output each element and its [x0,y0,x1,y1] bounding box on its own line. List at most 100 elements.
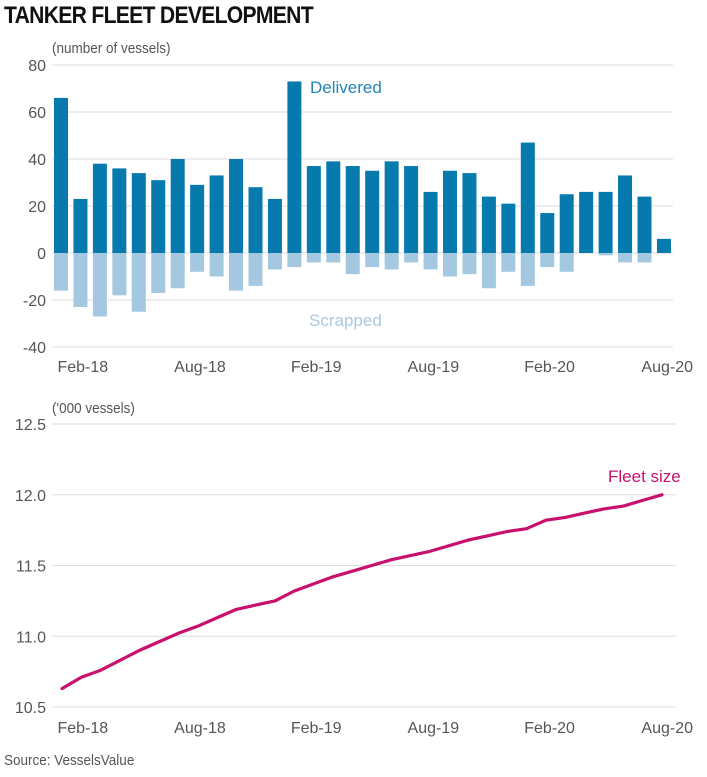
delivered-bar [306,166,321,253]
scrapped-bar [151,253,166,293]
delivered-bar [248,187,263,253]
delivered-bar [190,184,205,253]
chart-title: TANKER FLEET DEVELOPMENT [4,2,314,29]
line-chart-y-axis: 12.5 12.0 11.5 11.0 10.5 [15,417,46,717]
scrapped-bar [209,253,224,277]
scrapped-bar [267,253,282,270]
scrapped-bar [501,253,516,272]
delivered-bar [287,81,302,253]
delivered-bar [112,168,127,253]
x-tick-label: Aug-20 [641,359,693,376]
y-tick-label: 0 [37,246,46,263]
delivered-bar [579,191,594,253]
delivered-bar [540,213,555,253]
scrapped-bar [345,253,360,275]
delivered-bar [462,173,477,253]
bar-chart-bars [54,81,671,317]
y-tick-label: -20 [23,293,46,310]
scrapped-bar [618,253,633,263]
delivered-bar [501,203,516,253]
delivered-bar [656,238,671,253]
scrapped-bar [404,253,419,263]
scrapped-bar [112,253,127,296]
x-tick-label: Feb-20 [524,359,575,376]
x-tick-label: Aug-19 [408,720,460,737]
scrapped-bar [131,253,146,312]
delivered-bar [423,191,438,253]
fleet-size-series-label: Fleet size [608,467,681,486]
x-tick-label: Feb-19 [291,359,342,376]
delivered-bar [598,191,613,253]
scrapped-bar [384,253,399,270]
delivered-bar [345,166,360,253]
scrapped-bar [462,253,477,275]
y-tick-label: 11.5 [16,559,46,576]
scrapped-bar [540,253,555,268]
delivered-bar [326,161,341,253]
scrapped-bar [559,253,574,272]
scrapped-bar [306,253,321,263]
fleet-size-points [61,494,663,689]
x-tick-label: Aug-18 [174,359,226,376]
delivered-bar [520,142,535,253]
x-tick-label: Feb-18 [57,359,108,376]
scrapped-bar [229,253,244,291]
y-tick-label: 20 [28,199,46,216]
y-tick-label: 60 [28,105,46,122]
scrapped-bar [190,253,205,272]
y-tick-label: -40 [23,340,46,357]
x-tick-label: Aug-20 [641,720,693,737]
delivered-bar [618,175,633,253]
delivered-bar [151,180,166,253]
fleet-size-line [60,493,664,691]
x-tick-label: Feb-18 [57,720,108,737]
y-tick-label: 40 [28,152,46,169]
scrapped-bar [365,253,380,268]
y-tick-label: 80 [28,58,46,75]
delivered-bar [365,170,380,253]
scrapped-bar [92,253,107,317]
scrapped-bar [54,253,68,291]
delivered-bar [209,175,224,253]
line-chart-x-axis: Feb-18 Aug-18 Feb-19 Aug-19 Feb-20 Aug-20 [57,720,693,737]
delivered-bar [92,163,107,253]
line-chart-unit-label: ('000 vessels) [52,400,135,417]
scrapped-bar [481,253,496,289]
scrapped-bar [423,253,438,270]
scrapped-bar [443,253,457,277]
delivered-bar [73,198,88,253]
bar-chart-x-axis: Feb-18 Aug-18 Feb-19 Aug-19 Feb-20 Aug-20 [57,359,693,376]
scrapped-bar [326,253,341,263]
y-tick-label: 10.5 [15,700,46,717]
scrapped-bar [520,253,535,286]
scrapped-series-label: Scrapped [309,311,382,330]
bar-chart-unit-label: (number of vessels) [52,40,171,57]
delivered-bar [54,97,68,254]
delivered-bar [170,159,185,253]
x-tick-label: Feb-19 [291,720,342,737]
scrapped-bar [73,253,88,308]
x-tick-label: Feb-20 [524,720,575,737]
line-chart-gridlines [52,423,676,708]
y-tick-label: 12.0 [15,488,46,505]
scrapped-bar [248,253,263,286]
delivered-bar [404,166,419,253]
delivered-bar [131,173,146,253]
delivered-bar [637,196,652,253]
y-tick-label: 12.5 [15,417,46,434]
scrapped-bar [637,253,652,263]
delivered-bar [229,159,244,253]
y-tick-label: 11.0 [16,629,46,646]
delivered-bar [443,170,457,253]
x-tick-label: Aug-19 [408,359,460,376]
scrapped-bar [287,253,302,268]
scrapped-bar [170,253,185,289]
delivered-series-label: Delivered [310,78,382,97]
x-tick-label: Aug-18 [174,720,226,737]
scrapped-bar [598,253,613,256]
bar-chart: 80 60 40 20 0 -20 -40 Feb-18 Aug-18 Feb-19 Aug-19… [23,58,693,376]
delivered-bar [481,196,496,253]
delivered-bar [384,161,399,253]
bar-chart-y-axis: 80 60 40 20 0 -20 -40 [23,58,46,357]
delivered-bar [267,198,282,253]
